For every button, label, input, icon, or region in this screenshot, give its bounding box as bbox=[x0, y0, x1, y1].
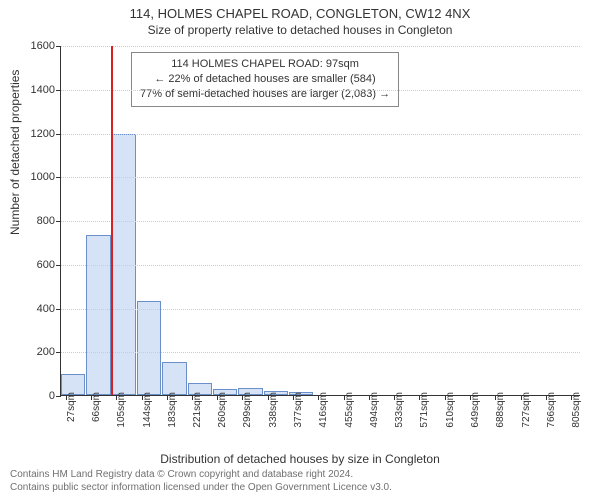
grid-line bbox=[61, 221, 580, 222]
xtick-label: 610sqm bbox=[445, 392, 456, 428]
xtick-label: 766sqm bbox=[546, 392, 557, 428]
xtick-label: 455sqm bbox=[344, 392, 355, 428]
xtick-label: 494sqm bbox=[369, 392, 380, 428]
xtick-label: 688sqm bbox=[495, 392, 506, 428]
grid-line bbox=[61, 134, 580, 135]
xtick-label: 727sqm bbox=[521, 392, 532, 428]
ytick-mark bbox=[56, 90, 61, 91]
chart-title: 114, HOLMES CHAPEL ROAD, CONGLETON, CW12… bbox=[0, 6, 600, 21]
histogram-bar bbox=[162, 362, 186, 395]
xtick-label: 27sqm bbox=[66, 392, 77, 422]
ytick-label: 800 bbox=[21, 215, 55, 227]
ytick-label: 0 bbox=[21, 390, 55, 402]
ytick-mark bbox=[56, 309, 61, 310]
grid-line bbox=[61, 309, 580, 310]
footnote-line-2: Contains public sector information licen… bbox=[10, 482, 392, 495]
ytick-label: 600 bbox=[21, 259, 55, 271]
ytick-mark bbox=[56, 177, 61, 178]
xtick-label: 183sqm bbox=[167, 392, 178, 428]
xtick-label: 221sqm bbox=[192, 392, 203, 428]
x-axis-label: Distribution of detached houses by size … bbox=[0, 452, 600, 466]
ytick-label: 200 bbox=[21, 346, 55, 358]
xtick-label: 144sqm bbox=[142, 392, 153, 428]
chart-container: 114, HOLMES CHAPEL ROAD, CONGLETON, CW12… bbox=[0, 0, 600, 500]
histogram-bar bbox=[137, 301, 161, 395]
ytick-mark bbox=[56, 396, 61, 397]
xtick-label: 416sqm bbox=[318, 392, 329, 428]
plot-area: 114 HOLMES CHAPEL ROAD: 97sqm ← 22% of d… bbox=[60, 46, 580, 396]
info-line-1: 114 HOLMES CHAPEL ROAD: 97sqm bbox=[140, 57, 390, 72]
grid-line bbox=[61, 352, 580, 353]
footnote-line-1: Contains HM Land Registry data © Crown c… bbox=[10, 469, 392, 482]
grid-line bbox=[61, 177, 580, 178]
xtick-label: 533sqm bbox=[394, 392, 405, 428]
xtick-label: 105sqm bbox=[116, 392, 127, 428]
footnote: Contains HM Land Registry data © Crown c… bbox=[10, 469, 392, 494]
xtick-label: 571sqm bbox=[419, 392, 430, 428]
property-marker-line bbox=[111, 46, 113, 395]
xtick-label: 260sqm bbox=[217, 392, 228, 428]
info-box: 114 HOLMES CHAPEL ROAD: 97sqm ← 22% of d… bbox=[131, 52, 399, 107]
xtick-label: 805sqm bbox=[571, 392, 582, 428]
xtick-label: 338sqm bbox=[268, 392, 279, 428]
info-line-2: ← 22% of detached houses are smaller (58… bbox=[140, 72, 390, 87]
grid-line bbox=[61, 90, 580, 91]
grid-line bbox=[61, 46, 580, 47]
ytick-mark bbox=[56, 352, 61, 353]
title-block: 114, HOLMES CHAPEL ROAD, CONGLETON, CW12… bbox=[0, 0, 600, 37]
ytick-label: 1400 bbox=[21, 84, 55, 96]
ytick-label: 1600 bbox=[21, 40, 55, 52]
histogram-bar bbox=[86, 235, 110, 395]
ytick-mark bbox=[56, 221, 61, 222]
ytick-label: 1200 bbox=[21, 128, 55, 140]
ytick-mark bbox=[56, 134, 61, 135]
chart-subtitle: Size of property relative to detached ho… bbox=[0, 23, 600, 37]
xtick-label: 66sqm bbox=[91, 392, 102, 422]
y-axis-label: Number of detached properties bbox=[8, 70, 22, 235]
xtick-label: 377sqm bbox=[293, 392, 304, 428]
ytick-label: 1000 bbox=[21, 171, 55, 183]
ytick-mark bbox=[56, 46, 61, 47]
grid-line bbox=[61, 265, 580, 266]
ytick-mark bbox=[56, 265, 61, 266]
xtick-label: 649sqm bbox=[470, 392, 481, 428]
xtick-label: 299sqm bbox=[242, 392, 253, 428]
ytick-label: 400 bbox=[21, 303, 55, 315]
